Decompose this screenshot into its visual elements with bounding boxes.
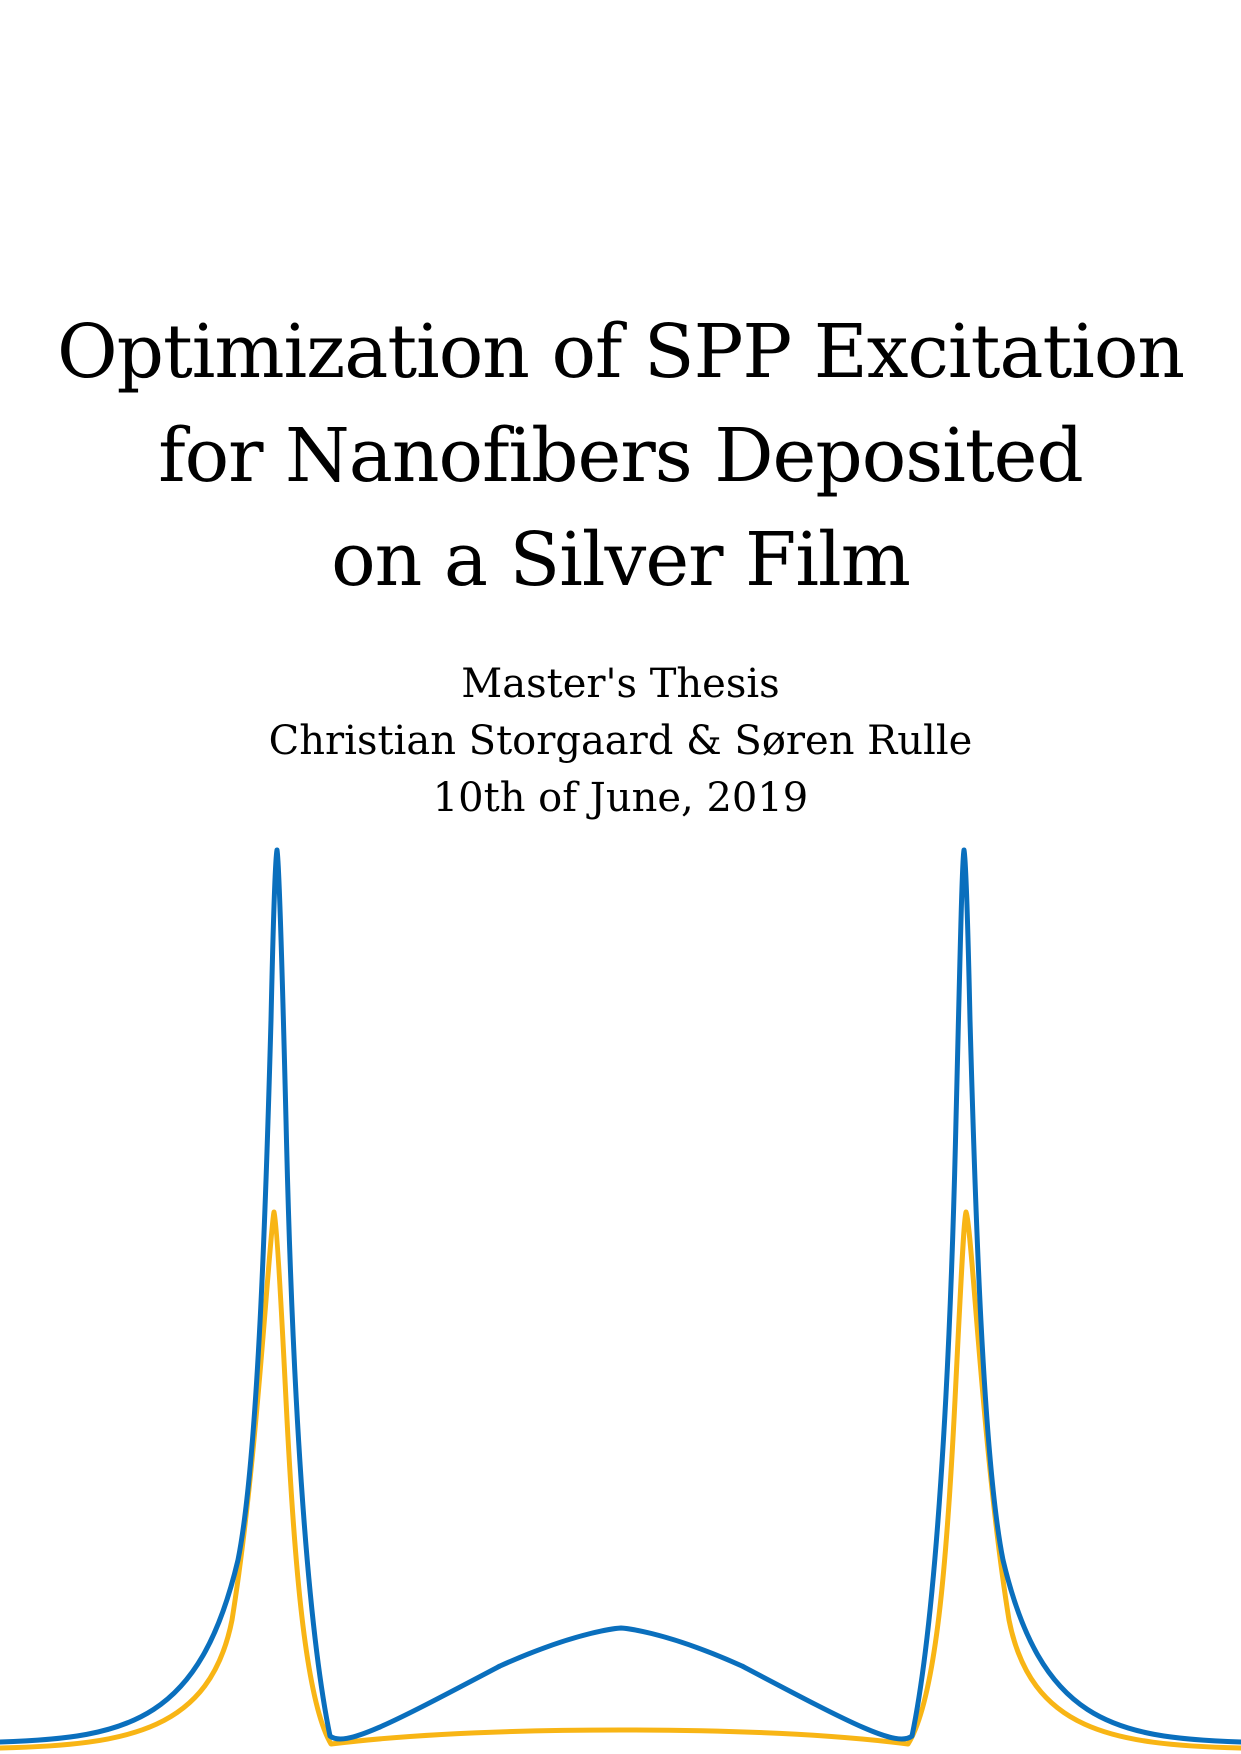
thesis-subtitle: Master's Thesis Christian Storgaard & Sø… <box>0 656 1241 827</box>
blue-resonance-curve <box>0 847 1241 1745</box>
title-line-3: on a Silver Film <box>331 517 911 603</box>
date: 10th of June, 2019 <box>432 775 809 821</box>
thesis-title: Optimization of SPP Excitation for Nanof… <box>0 300 1241 612</box>
orange-resonance-curve <box>0 1209 1241 1751</box>
title-line-1: Optimization of SPP Excitation <box>56 309 1185 395</box>
title-line-2: for Nanofibers Deposited <box>158 413 1084 499</box>
thesis-type: Master's Thesis <box>461 661 780 707</box>
authors: Christian Storgaard & Søren Rulle <box>268 718 973 764</box>
